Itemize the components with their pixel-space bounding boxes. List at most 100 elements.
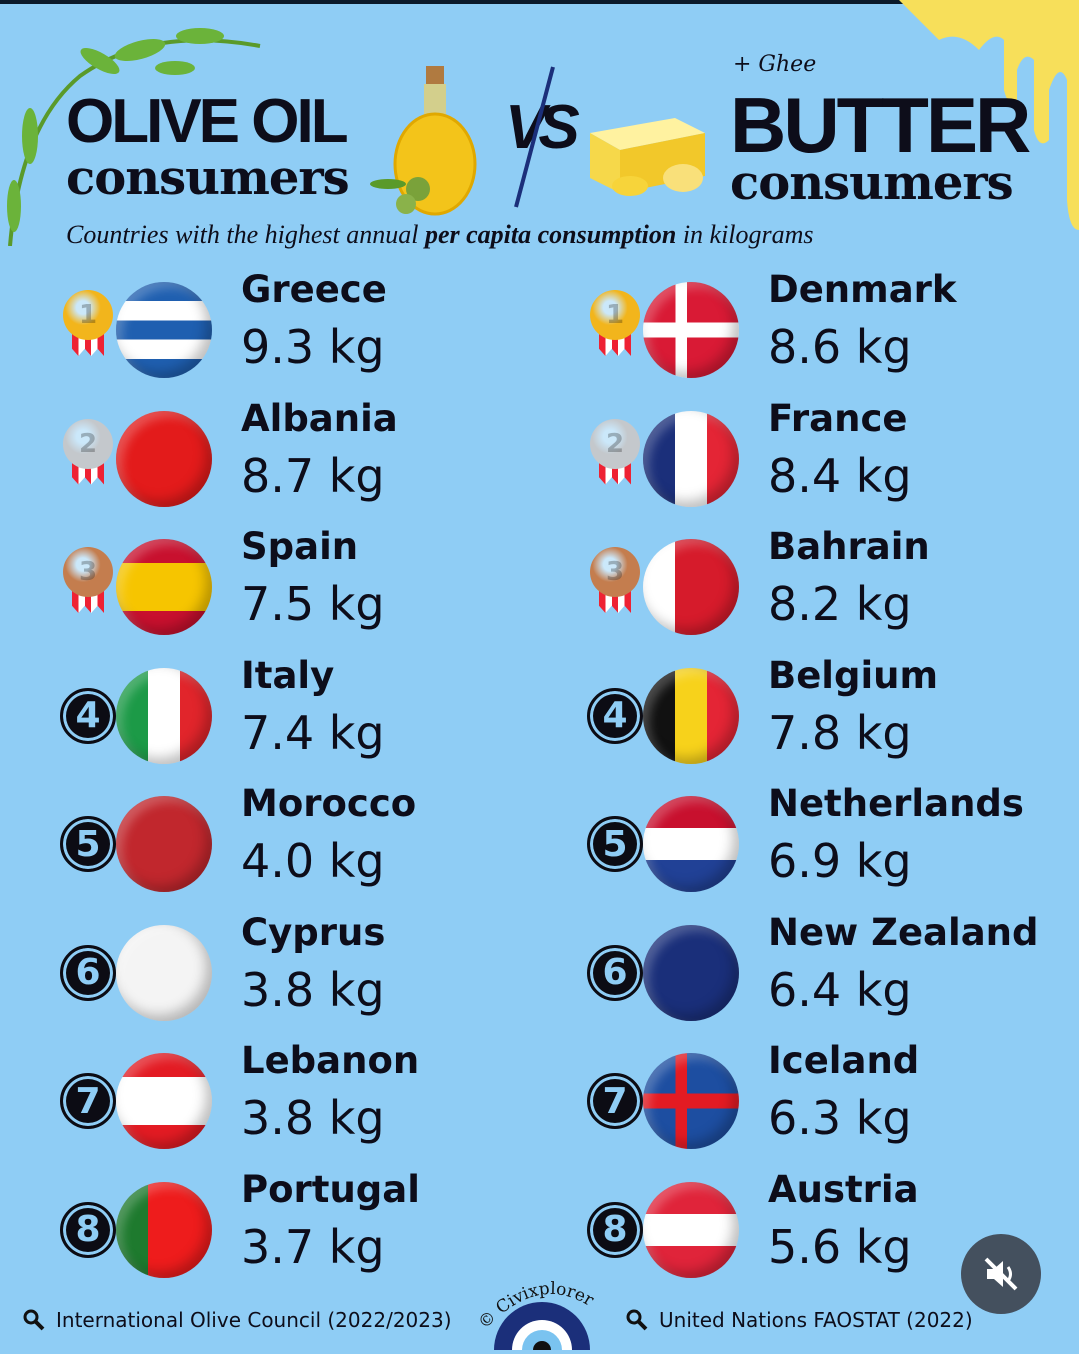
consumption-value: 7.4 kg [241, 705, 385, 760]
consumption-value: 8.4 kg [768, 448, 912, 503]
flag-italy-icon [116, 667, 212, 764]
ranking-row: 4 Italy 7.4 kg [60, 653, 560, 784]
country-name: Netherlands [768, 782, 1024, 825]
olive-branch-icon [7, 28, 261, 246]
subtitle-text: Countries with the highest annual [66, 220, 425, 249]
flag-portugal-icon [116, 1181, 212, 1278]
rank-badge: 5 [60, 816, 116, 872]
magnifier-icon [23, 1309, 45, 1331]
rank-badge: 6 [60, 944, 116, 1001]
country-name: Portugal [241, 1167, 420, 1211]
consumption-value: 8.7 kg [241, 448, 385, 503]
rank-badge: 4 [60, 687, 116, 744]
consumption-value: 8.6 kg [768, 320, 912, 374]
flag-denmark-icon [643, 282, 739, 378]
rank-badge: 6 [587, 944, 643, 1001]
subtitle-emphasis: per capita consumption [424, 220, 677, 249]
flag-morocco-icon [116, 796, 212, 892]
flag-lebanon-icon [116, 1053, 212, 1149]
top-bar [0, 0, 1079, 4]
consumption-value: 4.0 kg [241, 834, 385, 888]
rank-badge: 8 [587, 1201, 643, 1258]
ranking-row: 3 Spain 7.5 kg [60, 525, 560, 655]
country-name: Denmark [768, 268, 957, 311]
consumption-value: 6.3 kg [768, 1091, 912, 1145]
medal-icon: 1 [63, 290, 113, 340]
olive-oil-title: OLIVE OIL [66, 87, 349, 156]
country-name: Greece [241, 268, 387, 311]
consumption-value: 5.6 kg [768, 1219, 912, 1274]
consumption-value: 3.8 kg [241, 962, 385, 1017]
olive-source-text: International Olive Council (2022/2023) [56, 1308, 452, 1332]
medal-icon: 1 [590, 290, 640, 340]
flag-greece-icon [116, 282, 212, 378]
ranking-row: 2 Albania 8.7 kg [60, 397, 560, 527]
consumption-value: 7.5 kg [241, 577, 385, 631]
country-name: Morocco [241, 782, 417, 825]
ranking-row: 3 Bahrain 8.2 kg [587, 525, 1079, 655]
rank-badge: 7 [587, 1073, 643, 1129]
melted-butter-drip-icon [899, 0, 1079, 230]
country-name: Austria [768, 1167, 919, 1211]
ranking-row: 6 Cyprus 3.8 kg [60, 910, 560, 1041]
olive-oil-bottle-icon [370, 66, 477, 216]
butter-source-text: United Nations FAOSTAT (2022) [659, 1308, 973, 1332]
country-name: Belgium [768, 653, 939, 697]
ranking-row: 8 Austria 5.6 kg [587, 1167, 1079, 1298]
country-name: Lebanon [241, 1039, 420, 1082]
ranking-row: 7 Lebanon 3.8 kg [60, 1039, 560, 1169]
country-name: Italy [241, 653, 335, 697]
flag-belgium-icon [643, 667, 739, 764]
flag-spain-icon [116, 539, 212, 635]
ranking-row: 5 Netherlands 6.9 kg [587, 782, 1079, 912]
ranking-row: 1 Denmark 8.6 kg [587, 268, 1079, 398]
ranking-row: 2 France 8.4 kg [587, 396, 1079, 527]
consumption-value: 6.9 kg [768, 834, 912, 888]
ranking-row: 6 New Zealand 6.4 kg [587, 910, 1079, 1041]
flag-albania-icon [116, 410, 212, 507]
country-name: New Zealand [768, 910, 1039, 954]
country-name: France [768, 396, 908, 440]
medal-icon: 2 [63, 418, 113, 469]
consumption-value: 6.4 kg [768, 962, 912, 1017]
flag-new-zealand-icon [643, 924, 739, 1021]
flag-austria-icon [643, 1181, 739, 1278]
flag-bahrain-icon [643, 539, 739, 635]
ranking-row: 5 Morocco 4.0 kg [60, 782, 560, 912]
ranking-row: 4 Belgium 7.8 kg [587, 653, 1079, 784]
consumption-value: 9.3 kg [241, 320, 385, 374]
medal-icon: 3 [63, 547, 113, 597]
mute-button[interactable] [961, 1234, 1041, 1314]
medal-icon: 3 [590, 547, 640, 597]
butter-subtitle: consumers [730, 155, 1014, 211]
country-name: Iceland [768, 1039, 920, 1082]
medal-icon: 2 [590, 418, 640, 469]
flag-netherlands-icon [643, 796, 739, 892]
rank-badge: 8 [60, 1201, 116, 1258]
flag-cyprus-icon [116, 924, 212, 1021]
flag-france-icon [643, 410, 739, 507]
country-name: Spain [241, 525, 359, 568]
butter-title: BUTTER [730, 81, 1031, 169]
flag-iceland-icon [643, 1053, 739, 1149]
country-name: Cyprus [241, 910, 386, 954]
rank-badge: 7 [60, 1073, 116, 1129]
speaker-muted-icon [984, 1257, 1018, 1291]
butter-block-icon [590, 118, 705, 196]
ranking-row: 7 Iceland 6.3 kg [587, 1039, 1079, 1169]
ranking-row: 8 Portugal 3.7 kg [60, 1167, 560, 1298]
consumption-value: 3.8 kg [241, 1091, 385, 1145]
subtitle-text-end: in kilograms [676, 220, 814, 249]
olive-source: International Olive Council (2022/2023) [22, 1308, 452, 1332]
subtitle: Countries with the highest annual per ca… [66, 220, 814, 250]
magnifier-icon [626, 1309, 648, 1331]
olive-oil-subtitle: consumers [66, 150, 350, 206]
civixplorer-logo: © Civixplorer [470, 1270, 610, 1354]
ranking-row: 1 Greece 9.3 kg [60, 268, 560, 398]
consumption-value: 3.7 kg [241, 1219, 385, 1274]
country-name: Bahrain [768, 525, 930, 568]
rank-badge: 4 [587, 687, 643, 744]
ghee-note: + Ghee [733, 52, 817, 77]
vs-slash [514, 66, 555, 208]
consumption-value: 8.2 kg [768, 577, 912, 631]
